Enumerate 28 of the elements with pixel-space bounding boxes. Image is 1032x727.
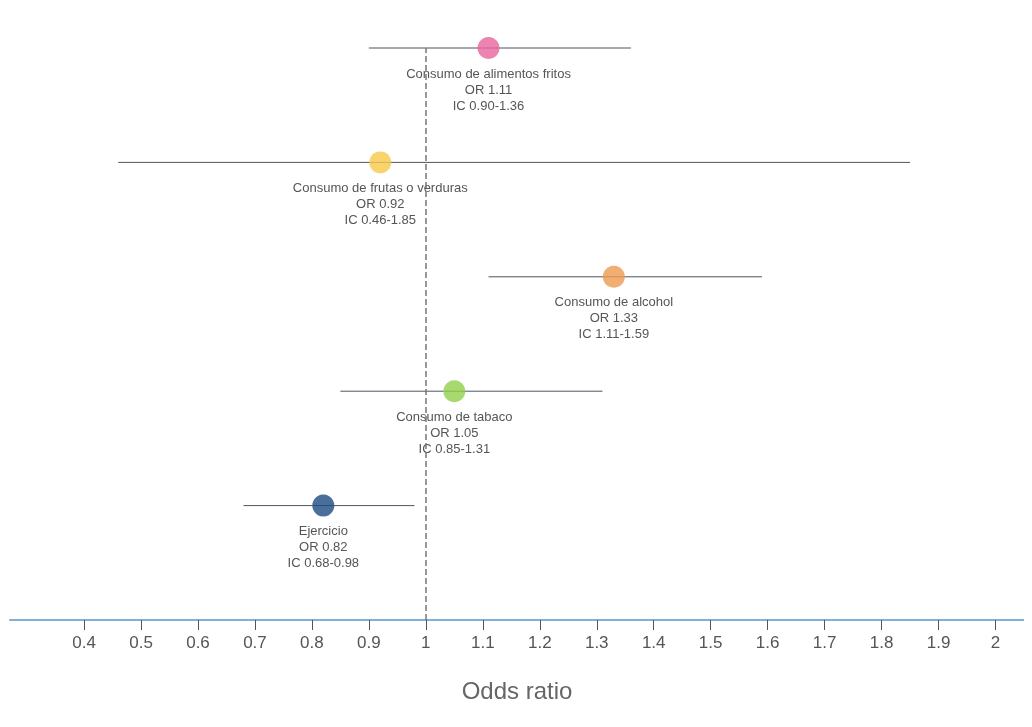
x-tick-label: 1.9 [926, 633, 951, 652]
point [477, 37, 500, 59]
x-tick-label: 1.3 [584, 633, 609, 652]
x-tick-label: 2 [990, 633, 1001, 652]
x-tick-label: 0.8 [300, 633, 324, 652]
x-tick-label: 1.5 [698, 633, 723, 652]
point [602, 265, 625, 288]
point [312, 494, 335, 517]
x-tick-label: 0.9 [357, 633, 381, 652]
x-tick-label: 1.2 [527, 633, 552, 652]
x-tick-label: 0.4 [72, 633, 96, 652]
x-tick-label: 1.1 [471, 633, 495, 652]
point [443, 380, 466, 403]
annotation: Consumo de frutas o verduras OR 0.92 IC 0.46-1.85 [292, 179, 469, 227]
annotation: Ejercicio OR 0.82 IC 0.68-0.98 [287, 523, 360, 571]
annotation: Consumo de alcohol OR 1.33 IC 1.11-1.59 [554, 294, 674, 342]
x-tick-label: 1.6 [755, 633, 780, 652]
x-tick-label: 0.7 [243, 633, 267, 652]
x-tick-label: 1.8 [869, 633, 894, 652]
x-tick-label: 1.4 [641, 633, 666, 652]
point [369, 151, 392, 174]
x-tick-label: 1 [421, 633, 431, 652]
annotation: Consumo de alimentos fritos OR 1.11 IC 0.90-1.36 [406, 65, 572, 113]
annotation: Consumo de tabaco OR 1.05 IC 0.85-1.31 [396, 408, 513, 456]
x-axis-title: Odds ratio [461, 676, 573, 704]
x-tick-label: 1.7 [812, 633, 837, 652]
x-tick-label: 0.6 [186, 633, 210, 652]
x-tick-label: 0.5 [129, 633, 153, 652]
